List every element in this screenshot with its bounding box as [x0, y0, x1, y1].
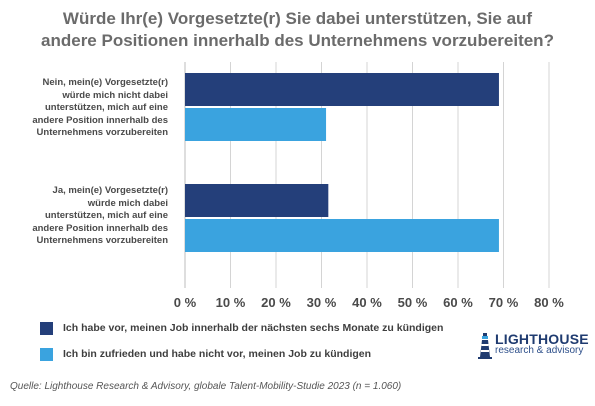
category-label-line: unterstützen, mich auf eine — [45, 102, 168, 113]
category-label-line: Unternehmens vorzubereiten — [36, 235, 168, 246]
chart-legend: Ich habe vor, meinen Job innerhalb der n… — [40, 318, 443, 364]
legend-label: Ich habe vor, meinen Job innerhalb der n… — [63, 322, 444, 334]
category-label-line: Ja, mein(e) Vorgesetzte(r) — [52, 185, 168, 196]
category-label-ja: Ja, mein(e) Vorgesetzte(r) würde mich da… — [8, 185, 168, 248]
chart-title-line-2: andere Positionen innerhalb des Unterneh… — [41, 31, 554, 50]
x-tick-label: 80 % — [534, 295, 564, 310]
bar — [185, 219, 499, 252]
category-label-line: würde mich dabei — [87, 197, 168, 209]
bar — [185, 108, 327, 141]
x-tick-label: 60 % — [443, 295, 473, 310]
legend-label: Ich bin zufrieden und habe nicht vor, me… — [63, 348, 372, 360]
category-label-line: unterstützen, mich auf eine — [45, 210, 168, 221]
source-note: Quelle: Lighthouse Research & Advisory, … — [10, 381, 402, 392]
x-tick-label: 0 % — [174, 295, 197, 310]
category-label-line: Unternehmens vorzubereiten — [36, 127, 168, 138]
category-label-line: würde mich nicht dabei — [62, 89, 168, 101]
x-tick-label: 20 % — [261, 295, 291, 310]
chart-title: Würde Ihr(e) Vorgesetzte(r) Sie dabei un… — [0, 8, 595, 52]
category-label-nein: Nein, mein(e) Vorgesetzte(r) würde mich … — [8, 77, 168, 140]
lighthouse-icon — [478, 333, 492, 359]
x-tick-label: 40 % — [352, 295, 382, 310]
bar — [185, 184, 329, 217]
category-label-line: andere Position innerhalb des — [32, 114, 168, 126]
legend-item-series-1: Ich habe vor, meinen Job innerhalb der n… — [40, 318, 443, 338]
lighthouse-logo: LIGHTHOUSE research & advisory — [478, 331, 589, 359]
x-tick-label: 10 % — [216, 295, 246, 310]
category-label-line: andere Position innerhalb des — [32, 222, 168, 234]
x-tick-label: 70 % — [489, 295, 519, 310]
legend-swatch-light-blue — [40, 347, 53, 361]
category-label-line: Nein, mein(e) Vorgesetzte(r) — [42, 77, 168, 88]
x-tick-label: 30 % — [307, 295, 337, 310]
legend-item-series-2: Ich bin zufrieden und habe nicht vor, me… — [40, 344, 443, 364]
logo-tagline: research & advisory — [495, 345, 584, 356]
x-tick-label: 50 % — [398, 295, 428, 310]
bar — [185, 73, 499, 106]
legend-swatch-dark-blue — [40, 321, 53, 335]
logo-name: LIGHTHOUSE — [495, 331, 589, 347]
chart-title-line-1: Würde Ihr(e) Vorgesetzte(r) Sie dabei un… — [62, 9, 533, 28]
